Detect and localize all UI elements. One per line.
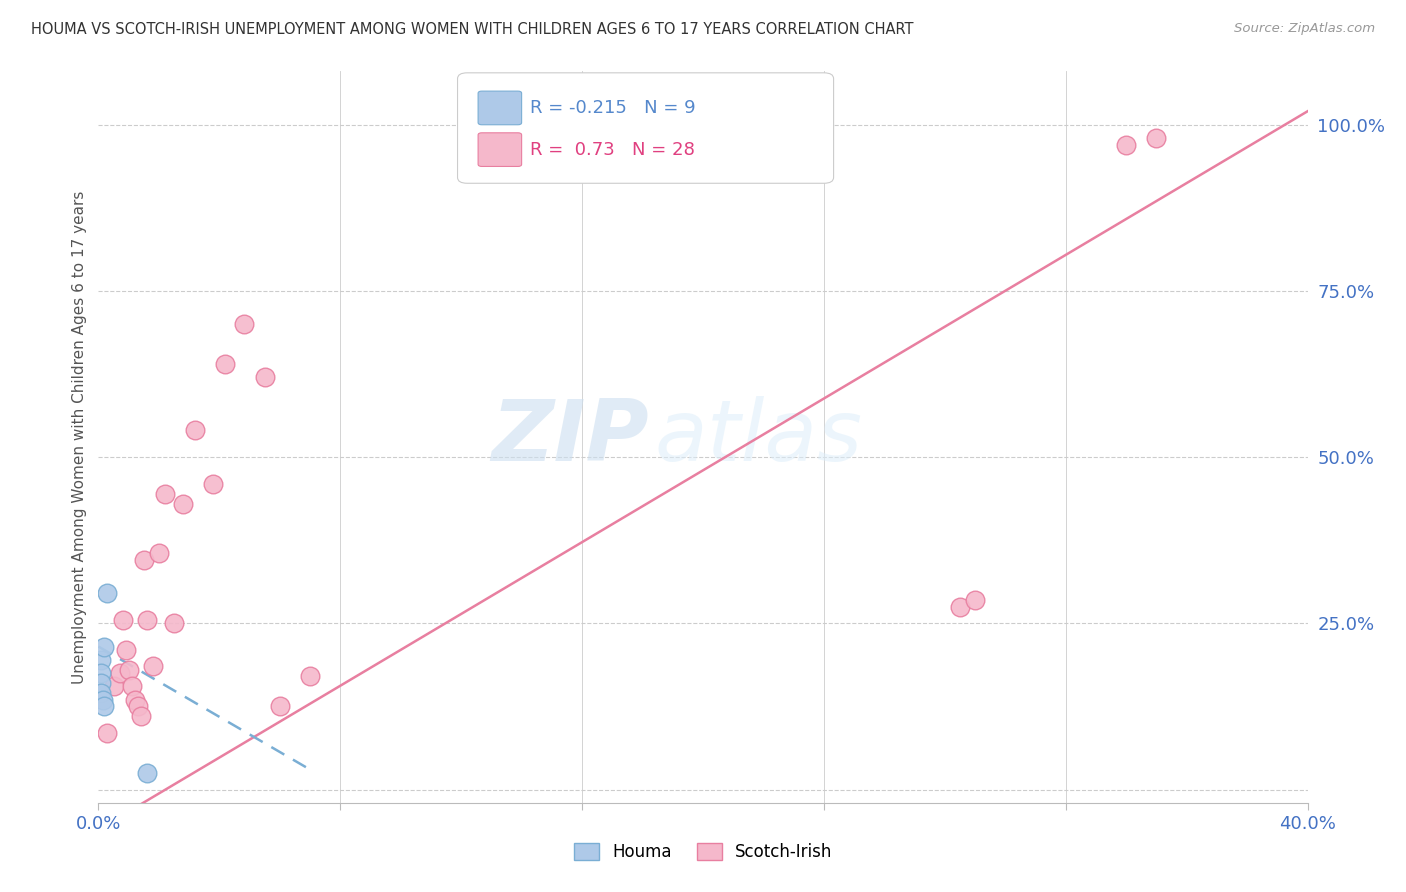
Point [253,370,276,384]
Point [90,666,112,681]
Text: R =  0.73   N = 28: R = 0.73 N = 28 [530,141,695,159]
Point [114,643,136,657]
Point [965,593,987,607]
Point [96,726,118,740]
Text: ZIP: ZIP [491,395,648,479]
Point [93,640,115,654]
Point [96,586,118,600]
Point [90,676,112,690]
Point [232,317,254,331]
Legend: Houma, Scotch-Irish: Houma, Scotch-Irish [567,836,839,868]
Point [93,699,115,714]
FancyBboxPatch shape [457,73,834,183]
Text: Source: ZipAtlas.com: Source: ZipAtlas.com [1234,22,1375,36]
Point [269,699,291,714]
Point [90,686,112,700]
Point [124,692,146,706]
Point [1144,131,1167,145]
FancyBboxPatch shape [478,91,522,125]
Point [132,553,155,567]
Point [142,659,165,673]
Point [1115,137,1137,152]
Point [111,613,134,627]
Point [214,357,236,371]
Point [172,497,194,511]
Point [118,663,141,677]
Point [148,546,170,560]
Point [91,692,114,706]
Point [108,666,131,681]
Point [299,669,322,683]
Text: atlas: atlas [655,395,863,479]
Point [184,424,207,438]
Point [949,599,972,614]
Y-axis label: Unemployment Among Women with Children Ages 6 to 17 years: Unemployment Among Women with Children A… [72,190,87,684]
Point [90,653,112,667]
Point [129,709,152,723]
FancyBboxPatch shape [478,133,522,167]
Point [135,613,157,627]
Point [127,699,149,714]
Point [153,486,176,500]
Point [103,680,125,694]
Text: R = -0.215   N = 9: R = -0.215 N = 9 [530,99,696,117]
Point [163,616,186,631]
Point [135,765,157,780]
Text: HOUMA VS SCOTCH-IRISH UNEMPLOYMENT AMONG WOMEN WITH CHILDREN AGES 6 TO 17 YEARS : HOUMA VS SCOTCH-IRISH UNEMPLOYMENT AMONG… [31,22,914,37]
Point [121,680,143,694]
Point [202,476,225,491]
